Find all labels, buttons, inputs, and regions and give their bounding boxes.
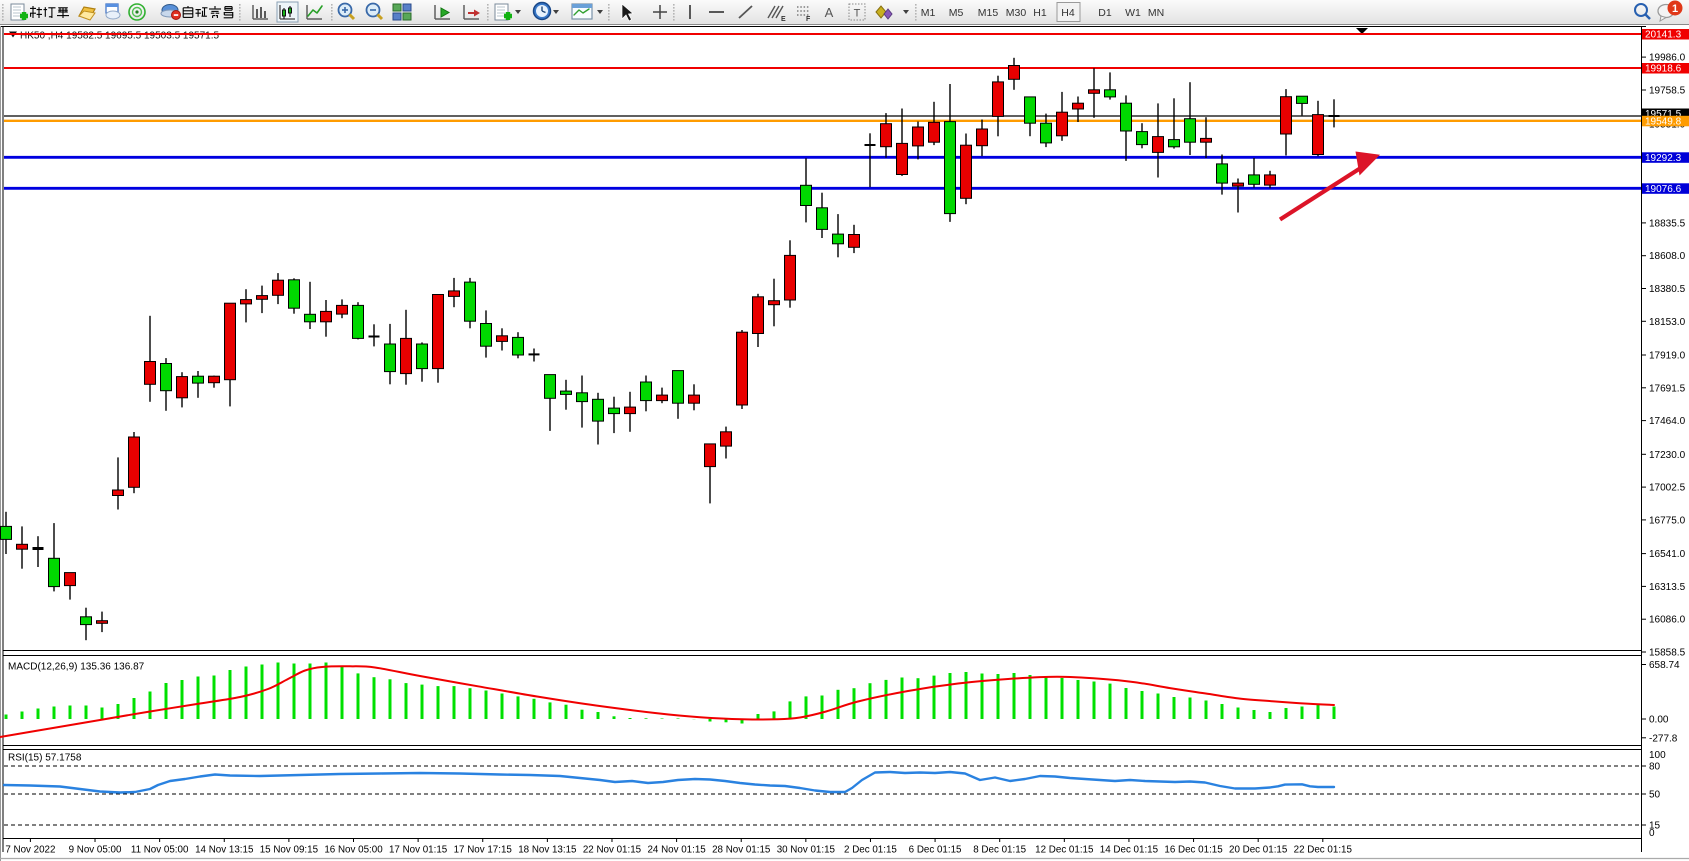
svg-text:0.00: 0.00 bbox=[1649, 715, 1669, 726]
svg-text:30 Nov 01:15: 30 Nov 01:15 bbox=[777, 845, 836, 856]
svg-text:H1: H1 bbox=[1033, 7, 1047, 19]
svg-text:D1: D1 bbox=[1098, 7, 1112, 19]
svg-text:28 Nov 01:15: 28 Nov 01:15 bbox=[712, 845, 771, 856]
svg-text:19986.0: 19986.0 bbox=[1649, 53, 1686, 64]
svg-text:H4: H4 bbox=[1061, 7, 1075, 19]
svg-text:16086.0: 16086.0 bbox=[1649, 615, 1686, 626]
svg-text:22 Nov 01:15: 22 Nov 01:15 bbox=[583, 845, 642, 856]
svg-text:0: 0 bbox=[1649, 828, 1655, 839]
svg-text:17464.0: 17464.0 bbox=[1649, 416, 1686, 427]
svg-text:18 Nov 13:15: 18 Nov 13:15 bbox=[518, 845, 577, 856]
svg-text:17 Nov 01:15: 17 Nov 01:15 bbox=[389, 845, 448, 856]
svg-text:15 Nov 09:15: 15 Nov 09:15 bbox=[260, 845, 319, 856]
svg-text:A: A bbox=[825, 5, 834, 20]
svg-text:19076.6: 19076.6 bbox=[1645, 184, 1682, 195]
svg-text:20141.3: 20141.3 bbox=[1645, 30, 1682, 41]
svg-text:17 Nov 17:15: 17 Nov 17:15 bbox=[454, 845, 513, 856]
svg-text:-277.8: -277.8 bbox=[1649, 733, 1678, 744]
svg-text:MN: MN bbox=[1148, 7, 1164, 19]
svg-text:RSI(15) 57.1758: RSI(15) 57.1758 bbox=[8, 753, 82, 764]
svg-text:17230.0: 17230.0 bbox=[1649, 450, 1686, 461]
svg-text:16313.5: 16313.5 bbox=[1649, 582, 1686, 593]
svg-text:9 Nov 05:00: 9 Nov 05:00 bbox=[69, 845, 122, 856]
svg-text:19571.5: 19571.5 bbox=[1645, 109, 1682, 120]
svg-text:100: 100 bbox=[1649, 750, 1666, 761]
svg-text:17919.0: 17919.0 bbox=[1649, 351, 1686, 362]
svg-text:22 Dec 01:15: 22 Dec 01:15 bbox=[1294, 845, 1353, 856]
svg-text:24 Nov 01:15: 24 Nov 01:15 bbox=[647, 845, 706, 856]
svg-text:7 Nov 2022: 7 Nov 2022 bbox=[5, 845, 55, 856]
svg-text:19918.6: 19918.6 bbox=[1645, 64, 1682, 75]
svg-text:20 Dec 01:15: 20 Dec 01:15 bbox=[1229, 845, 1288, 856]
svg-text:HK50 ,H4 19582.5 19695.5 1950: HK50 ,H4 19582.5 19695.5 19503.5 19571.5 bbox=[20, 31, 219, 42]
svg-text:16 Dec 01:15: 16 Dec 01:15 bbox=[1164, 845, 1223, 856]
svg-text:16541.0: 16541.0 bbox=[1649, 549, 1686, 560]
svg-text:M15: M15 bbox=[978, 7, 999, 19]
svg-text:50: 50 bbox=[1649, 790, 1661, 801]
svg-text:17691.5: 17691.5 bbox=[1649, 383, 1686, 394]
svg-text:17002.5: 17002.5 bbox=[1649, 483, 1686, 494]
svg-text:12 Dec 01:15: 12 Dec 01:15 bbox=[1035, 845, 1094, 856]
svg-text:19758.5: 19758.5 bbox=[1649, 86, 1686, 97]
svg-text:16775.0: 16775.0 bbox=[1649, 515, 1686, 526]
svg-text:18608.0: 18608.0 bbox=[1649, 251, 1686, 262]
svg-text:M1: M1 bbox=[921, 7, 936, 19]
svg-text:18835.5: 18835.5 bbox=[1649, 218, 1686, 229]
svg-text:F: F bbox=[806, 16, 811, 23]
svg-text:16 Nov 05:00: 16 Nov 05:00 bbox=[324, 845, 383, 856]
svg-text:658.74: 658.74 bbox=[1649, 660, 1680, 671]
svg-text:14 Nov 13:15: 14 Nov 13:15 bbox=[195, 845, 254, 856]
svg-text:18153.0: 18153.0 bbox=[1649, 317, 1686, 328]
svg-text:8 Dec 01:15: 8 Dec 01:15 bbox=[973, 845, 1026, 856]
svg-text:11 Nov 05:00: 11 Nov 05:00 bbox=[131, 845, 189, 856]
svg-text:15: 15 bbox=[1649, 821, 1661, 832]
svg-text:19549.8: 19549.8 bbox=[1645, 116, 1682, 127]
svg-text:15858.5: 15858.5 bbox=[1649, 648, 1686, 659]
svg-text:T: T bbox=[854, 8, 861, 20]
svg-text:1: 1 bbox=[1672, 3, 1678, 15]
svg-text:19292.3: 19292.3 bbox=[1645, 153, 1682, 164]
svg-text:W1: W1 bbox=[1125, 7, 1141, 19]
svg-text:14 Dec 01:15: 14 Dec 01:15 bbox=[1100, 845, 1159, 856]
svg-text:MACD(12,26,9) 135.36 136.87: MACD(12,26,9) 135.36 136.87 bbox=[8, 662, 145, 673]
svg-text:E: E bbox=[781, 16, 786, 23]
svg-text:M30: M30 bbox=[1006, 7, 1027, 19]
svg-text:M5: M5 bbox=[949, 7, 964, 19]
svg-text:80: 80 bbox=[1649, 762, 1661, 773]
svg-text:6 Dec 01:15: 6 Dec 01:15 bbox=[909, 845, 962, 856]
svg-text:2 Dec 01:15: 2 Dec 01:15 bbox=[844, 845, 897, 856]
svg-text:18380.5: 18380.5 bbox=[1649, 284, 1686, 295]
